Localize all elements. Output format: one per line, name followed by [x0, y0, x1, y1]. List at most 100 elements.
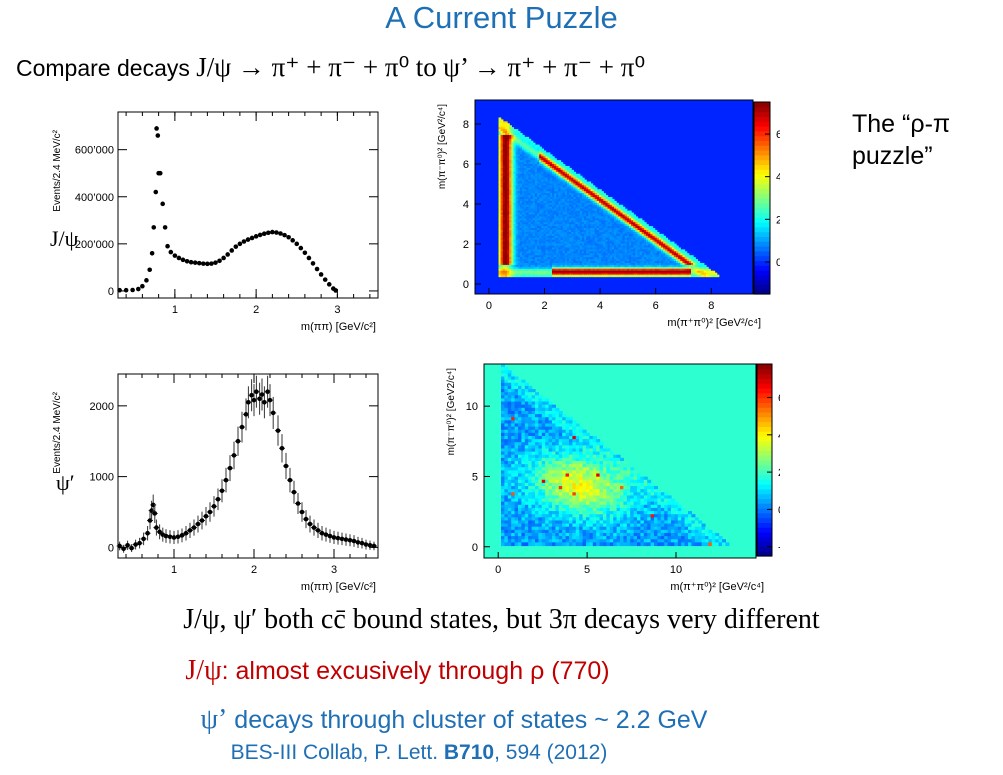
heatmap-cell — [562, 183, 566, 186]
heatmap-cell — [515, 183, 519, 186]
heatmap-cell — [599, 264, 602, 268]
heatmap-cell — [507, 420, 512, 425]
heatmap-cell — [517, 181, 521, 185]
heatmap-cell — [616, 204, 619, 208]
heatmap-cell — [526, 231, 530, 235]
heatmap-cell — [511, 382, 516, 387]
heatmap-cell — [539, 195, 542, 198]
heatmap-cell — [618, 259, 622, 262]
heatmap-cell — [599, 245, 602, 249]
heatmap-cell — [543, 183, 547, 186]
heatmap-cell — [594, 200, 598, 204]
heatmap-cell — [530, 169, 534, 173]
heatmap-cell — [541, 148, 545, 152]
heatmap-cell — [680, 272, 684, 276]
heatmap-cell — [522, 210, 525, 214]
heatmap-cell — [507, 536, 512, 540]
heatmap-cell — [558, 228, 562, 231]
heatmap-cell — [501, 523, 505, 528]
heatmap-cell — [500, 189, 504, 192]
heatmap-cell — [556, 233, 559, 237]
heatmap-cell — [504, 529, 509, 534]
heatmap-cell — [581, 247, 585, 250]
heatmap-cell — [624, 229, 628, 233]
heatmap-cell — [547, 162, 551, 165]
heatmap-cell — [537, 179, 540, 183]
data-point — [179, 533, 185, 538]
heatmap-cell — [571, 253, 574, 256]
heatmap-cell — [603, 231, 607, 235]
heatmap-cell — [549, 255, 553, 258]
heatmap-cell — [633, 272, 636, 276]
heatmap-cell — [517, 216, 521, 219]
heatmap-cell — [539, 257, 542, 260]
heatmap-cell — [560, 191, 564, 194]
data-point — [219, 488, 225, 494]
heatmap-cell — [616, 212, 619, 216]
heatmap-cell — [519, 173, 523, 177]
heatmap-cell — [564, 198, 568, 202]
heatmap-cell — [626, 272, 630, 276]
heatmap-cell — [507, 158, 510, 161]
heatmap-cell — [524, 261, 527, 264]
heatmap-cell — [504, 173, 508, 177]
heatmap-cell — [620, 237, 624, 241]
heatmap-cell — [511, 514, 516, 518]
heatmap-cell — [626, 261, 630, 264]
heatmap-cell — [558, 169, 562, 173]
heatmap-cell — [554, 228, 557, 231]
heatmap-cell — [549, 222, 553, 225]
heatmap-cell — [507, 208, 510, 212]
heatmap-cell — [541, 160, 545, 163]
heatmap-cell — [592, 245, 596, 249]
heatmap-cell — [519, 257, 523, 260]
heatmap-cell — [684, 253, 688, 256]
heatmap-cell — [581, 229, 585, 233]
heatmap-cell — [620, 259, 624, 262]
heatmap-cell — [524, 160, 527, 163]
heatmap-cell — [522, 237, 525, 241]
heatmap-cell — [547, 165, 551, 169]
heatmap-cell — [517, 134, 521, 138]
heatmap-cell — [498, 154, 502, 157]
heatmap-cell — [502, 251, 506, 254]
heatmap-cell — [528, 245, 532, 249]
heatmap-cell — [686, 262, 690, 266]
heatmap-cell — [534, 177, 538, 181]
heatmap-cell — [603, 255, 607, 258]
heatmap-cell — [599, 241, 602, 245]
heatmap-cell — [616, 237, 619, 241]
heatmap-cell — [562, 262, 566, 266]
heatmap-cell — [643, 228, 647, 231]
heatmap-cell — [502, 158, 506, 161]
heatmap-cell — [522, 218, 525, 221]
heatmap-cell — [504, 486, 509, 490]
x-tick-label: 0 — [486, 300, 492, 312]
heatmap-cell — [545, 272, 549, 276]
colorbar-segment — [754, 130, 770, 137]
heatmap-cell — [609, 255, 613, 258]
heatmap-cell — [588, 181, 592, 185]
heatmap-cell — [517, 152, 521, 155]
heatmap-cell — [515, 193, 519, 196]
heatmap-cell — [502, 136, 506, 140]
heatmap-cell — [611, 202, 615, 206]
heatmap-cell — [513, 200, 517, 204]
heatmap-cell — [524, 237, 527, 241]
heatmap-cell — [541, 154, 545, 157]
heatmap-cell — [517, 270, 521, 274]
heatmap-cell — [501, 389, 505, 393]
heatmap-cell — [549, 179, 553, 183]
heatmap-cell — [539, 237, 542, 241]
heatmap-cell — [549, 162, 553, 165]
heatmap-cell — [507, 132, 510, 136]
heatmap-cell — [522, 247, 525, 250]
heatmap-cell — [500, 222, 504, 225]
heatmap-cell — [560, 224, 564, 227]
heatmap-cell — [575, 251, 579, 254]
heatmap-cell — [616, 241, 619, 245]
heatmap-cell — [641, 274, 645, 278]
heatmap-cell — [558, 195, 562, 198]
heatmap-cell — [526, 167, 530, 171]
heatmap-cell — [556, 235, 559, 239]
